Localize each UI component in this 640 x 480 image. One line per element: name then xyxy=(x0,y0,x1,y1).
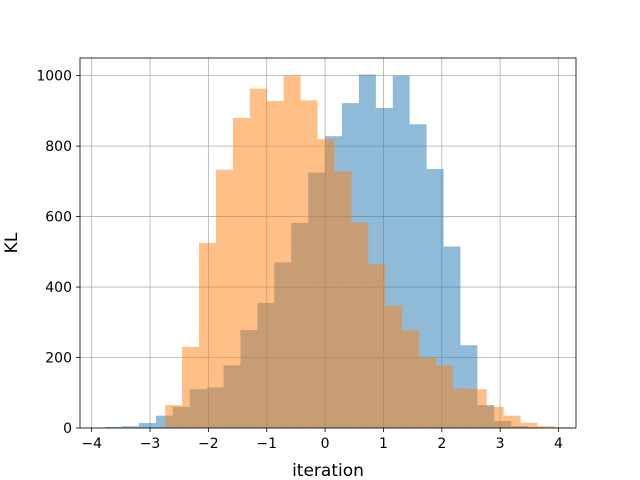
histogram-bar xyxy=(232,117,250,429)
histogram-bar xyxy=(503,415,521,428)
histogram-bar xyxy=(182,346,200,428)
x-tick-label: 4 xyxy=(554,436,563,452)
y-tick-label: 600 xyxy=(45,210,72,226)
y-tick-label: 0 xyxy=(63,421,72,437)
x-tick-label: −3 xyxy=(140,436,161,452)
histogram-bar xyxy=(266,100,284,428)
x-tick-label: −1 xyxy=(256,436,277,452)
histogram-bar xyxy=(249,88,267,429)
x-tick-label: 3 xyxy=(496,436,505,452)
y-axis-label: KL xyxy=(2,232,22,253)
histogram-bar xyxy=(199,243,216,428)
histogram-bar xyxy=(486,406,504,428)
histogram-bars xyxy=(105,74,572,429)
histogram-bar xyxy=(351,222,369,428)
y-tick-label: 1000 xyxy=(36,69,72,85)
x-tick-label: −4 xyxy=(81,436,102,452)
x-tick-label: 2 xyxy=(437,436,446,452)
histogram-bar xyxy=(215,169,233,428)
histogram-bar xyxy=(435,365,453,428)
histogram-bar xyxy=(138,423,156,428)
x-tick-label: 1 xyxy=(379,436,388,452)
histogram-bar xyxy=(385,305,403,428)
histogram-bar xyxy=(402,330,420,428)
histogram-bar xyxy=(300,100,318,429)
histogram-bar xyxy=(368,264,386,428)
x-tick-label: 0 xyxy=(321,436,330,452)
histogram-bar xyxy=(317,139,335,429)
histogram-bar xyxy=(334,171,352,428)
x-axis-label: iteration xyxy=(292,461,364,480)
histogram-bar xyxy=(283,75,301,428)
histogram-bar xyxy=(419,357,436,428)
y-tick-label: 200 xyxy=(45,351,72,367)
histogram-bar xyxy=(537,426,555,428)
histogram-bar xyxy=(452,388,470,428)
plot-frame xyxy=(79,57,577,429)
y-tick-label: 800 xyxy=(45,139,72,155)
axis-ticks: −4 −3 −2 −1 0 1 2 3 4 0 200 400 600 800 1000 xyxy=(36,69,563,452)
histogram-bar xyxy=(122,426,139,428)
y-tick-label: 400 xyxy=(45,280,72,296)
histogram-bar xyxy=(105,426,123,428)
series-1-bars xyxy=(165,75,572,429)
histogram-bar xyxy=(469,389,487,428)
histogram-bar xyxy=(165,405,183,428)
x-tick-label: −2 xyxy=(198,436,219,452)
histogram-bar xyxy=(520,422,538,428)
